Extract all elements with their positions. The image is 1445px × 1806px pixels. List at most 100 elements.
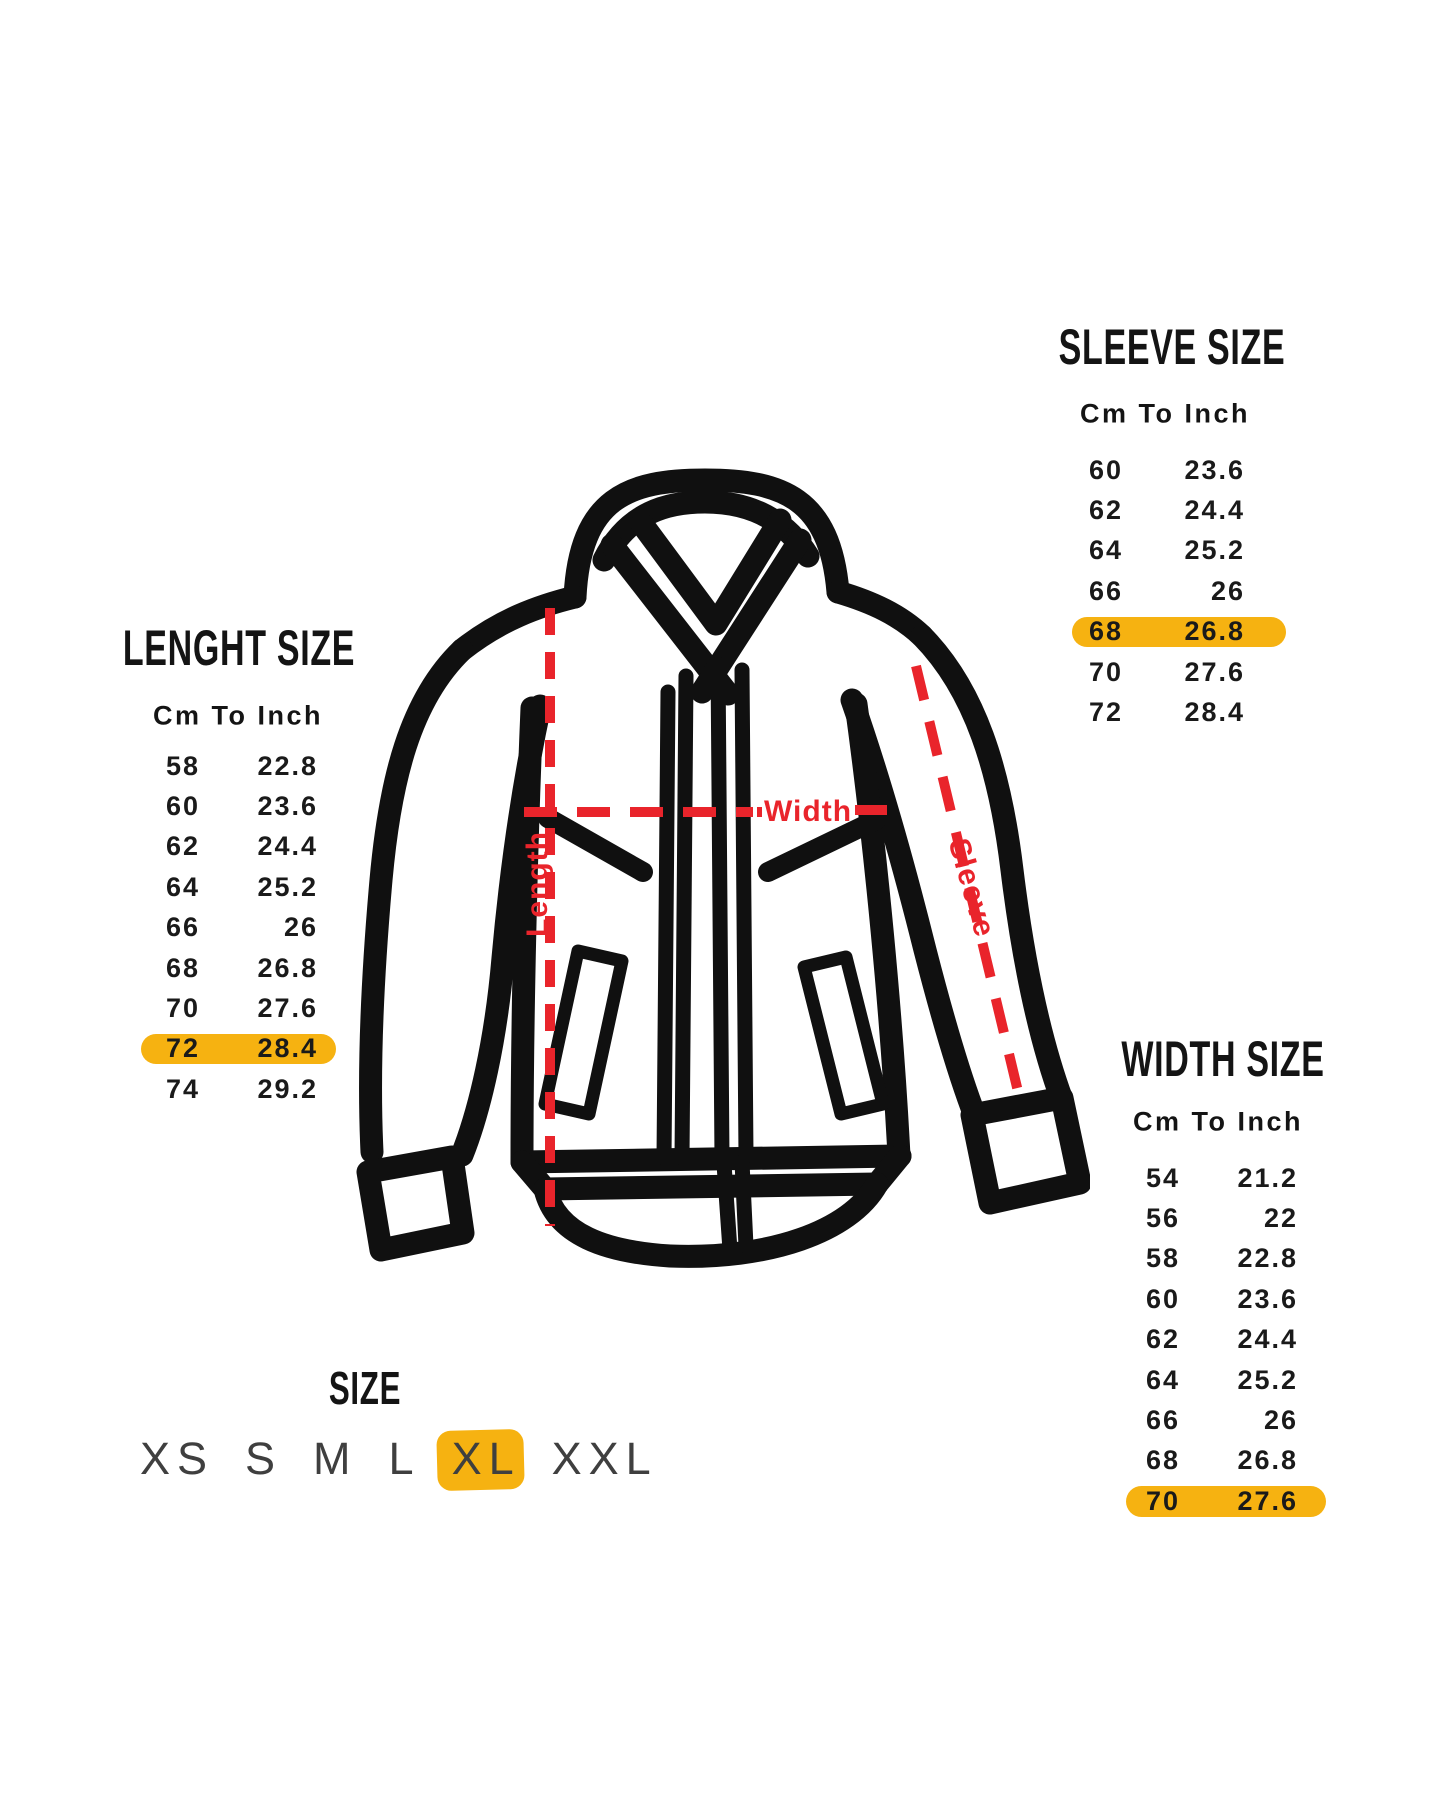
- inch-value: 25.2: [1237, 1364, 1298, 1395]
- jacket-chest-seams: [538, 808, 886, 882]
- length-size-rows: 58 22.8 60 23.6 62 24.4 64 25.2 66 26 68…: [123, 746, 336, 1110]
- cm-value: 72: [165, 1033, 200, 1064]
- cm-value: 64: [1088, 535, 1123, 566]
- size-option-label: XXL: [551, 1433, 658, 1484]
- jacket-outline: [356, 468, 1090, 1268]
- cm-value: 66: [1145, 1405, 1180, 1436]
- cm-value: 68: [1145, 1445, 1180, 1476]
- length-table-row: 72 28.4: [123, 1029, 336, 1069]
- size-option-label: S: [245, 1433, 283, 1484]
- length-table-row: 68 26.8: [123, 948, 330, 988]
- inch-value: 27.6: [257, 993, 318, 1024]
- width-table-row: 62 24.4: [1126, 1320, 1318, 1360]
- size-title: SIZE: [328, 1362, 402, 1414]
- size-option[interactable]: XL: [452, 1433, 521, 1485]
- cm-value: 70: [1088, 656, 1123, 687]
- sleeve-table-row: 70 27.6: [1070, 652, 1286, 692]
- length-table-row: 58 22.8: [123, 746, 330, 786]
- cm-value: 58: [165, 750, 200, 781]
- sleeve-table-row: 66 26: [1070, 571, 1286, 611]
- size-option-label: XL: [451, 1433, 521, 1484]
- inch-value: 22.8: [257, 750, 318, 781]
- cm-value: 64: [165, 871, 200, 902]
- cm-value: 62: [1145, 1324, 1180, 1355]
- sleeve-table-row: 68 26.8: [1070, 612, 1286, 652]
- width-table-row: 58 22.8: [1126, 1239, 1318, 1279]
- width-size-title: WIDTH SIZE: [1121, 1031, 1325, 1087]
- inch-value: 25.2: [257, 871, 318, 902]
- width-table-row: 68 26.8: [1126, 1441, 1318, 1481]
- size-option[interactable]: XXL: [552, 1433, 658, 1485]
- inch-value: 27.6: [1184, 656, 1245, 687]
- sleeve-size-header: Cm To Inch: [1080, 398, 1250, 429]
- sleeve-table-row: 62 24.4: [1070, 490, 1286, 530]
- width-size-header: Cm To Inch: [1133, 1106, 1303, 1137]
- cm-value: 60: [1145, 1283, 1180, 1314]
- cm-value: 60: [1088, 454, 1123, 485]
- length-table-row: 60 23.6: [123, 786, 330, 826]
- cm-value: 62: [165, 831, 200, 862]
- size-option[interactable]: XS: [140, 1433, 214, 1485]
- cm-value: 70: [1145, 1485, 1180, 1516]
- length-table-row: 66 26: [123, 908, 330, 948]
- inch-value: 28.4: [257, 1033, 318, 1064]
- width-table-row: 54 21.2: [1126, 1158, 1318, 1198]
- inch-value: 22.8: [1237, 1243, 1298, 1274]
- cm-value: 66: [1088, 575, 1123, 606]
- inch-value: 26: [1263, 1405, 1298, 1436]
- inch-value: 26: [1210, 575, 1245, 606]
- cm-value: 58: [1145, 1243, 1180, 1274]
- size-option[interactable]: L: [389, 1433, 421, 1485]
- jacket-illustration: [356, 468, 1090, 1268]
- width-table-row: 70 27.6: [1126, 1481, 1326, 1521]
- size-option[interactable]: M: [313, 1433, 358, 1485]
- length-table-row: 64 25.2: [123, 867, 330, 907]
- cm-value: 72: [1088, 697, 1123, 728]
- cm-value: 68: [165, 952, 200, 983]
- jacket-pockets: [538, 944, 890, 1121]
- size-option[interactable]: S: [245, 1433, 282, 1485]
- inch-value: 23.6: [1184, 454, 1245, 485]
- sleeve-size-rows: 60 23.6 62 24.4 64 25.2 66 26 68 26.8 70…: [1070, 450, 1286, 733]
- cm-value: 60: [165, 791, 200, 822]
- cm-value: 64: [1145, 1364, 1180, 1395]
- length-size-title: LENGHT SIZE: [122, 620, 356, 676]
- inch-value: 24.4: [1184, 495, 1245, 526]
- cm-value: 68: [1088, 616, 1123, 647]
- inch-value: 24.4: [1237, 1324, 1298, 1355]
- jacket-zipper-placket: [656, 656, 754, 1258]
- length-table-row: 70 27.6: [123, 988, 330, 1028]
- cm-value: 70: [165, 993, 200, 1024]
- width-measure-label: Width: [764, 795, 853, 828]
- cm-value: 54: [1145, 1162, 1180, 1193]
- inch-value: 23.6: [1237, 1283, 1298, 1314]
- inch-value: 22: [1263, 1203, 1298, 1234]
- length-measure-label: Length: [521, 831, 554, 937]
- inch-value: 23.6: [257, 791, 318, 822]
- sleeve-measure-line: [911, 664, 1026, 1106]
- size-option-label: M: [313, 1433, 358, 1484]
- sleeve-table-row: 72 28.4: [1070, 692, 1286, 732]
- sleeve-size-title: SLEEVE SIZE: [1058, 319, 1286, 375]
- cm-value: 66: [165, 912, 200, 943]
- width-table-row: 66 26: [1126, 1400, 1318, 1440]
- inch-value: 26.8: [257, 952, 318, 983]
- size-option-label: XS: [140, 1433, 215, 1484]
- cm-value: 56: [1145, 1203, 1180, 1234]
- inch-value: 26.8: [1237, 1445, 1298, 1476]
- length-table-row: 74 29.2: [123, 1069, 330, 1109]
- length-table-row: 62 24.4: [123, 827, 330, 867]
- width-table-row: 56 22: [1126, 1198, 1318, 1238]
- inch-value: 26.8: [1184, 616, 1245, 647]
- measurement-lines: [524, 608, 1026, 1226]
- size-options: XS S M L XL XXL: [140, 1432, 658, 1486]
- sleeve-table-row: 60 23.6: [1070, 450, 1286, 490]
- width-table-row: 60 23.6: [1126, 1279, 1318, 1319]
- cm-value: 74: [165, 1073, 200, 1104]
- width-table-row: 64 25.2: [1126, 1360, 1318, 1400]
- inch-value: 27.6: [1237, 1485, 1298, 1516]
- inch-value: 26: [283, 912, 318, 943]
- inch-value: 24.4: [257, 831, 318, 862]
- width-size-rows: 54 21.2 56 22 58 22.8 60 23.6 62 24.4 64…: [1126, 1158, 1326, 1522]
- size-option-label: L: [388, 1433, 421, 1484]
